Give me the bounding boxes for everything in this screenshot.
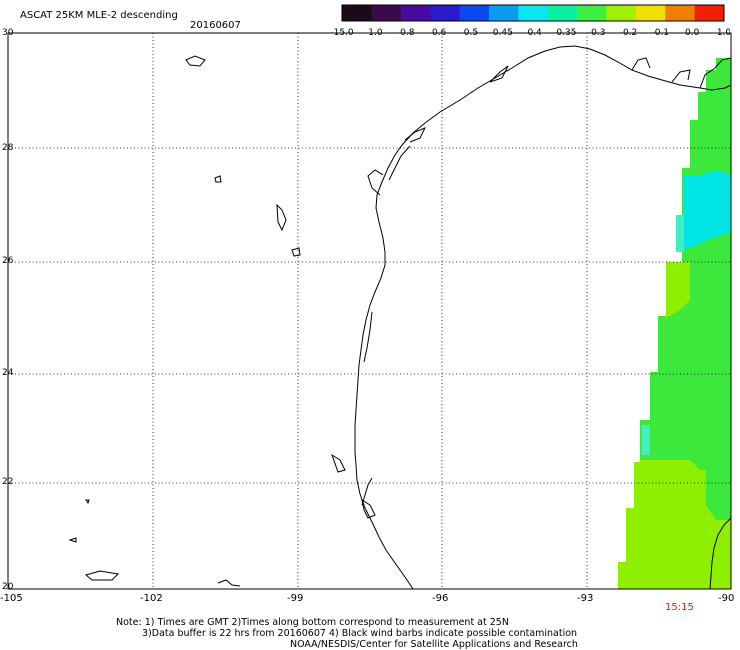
note-line-2: 3)Data buffer is 22 hrs from 20160607 4)… [142, 628, 578, 639]
colorbar-swatch [400, 5, 431, 21]
lon-label-96: -96 [432, 593, 449, 604]
swath-patch [684, 170, 731, 250]
product-date: 20160607 [190, 20, 241, 31]
swath-patch [642, 425, 650, 455]
colorbar-swatch [635, 5, 666, 21]
lat-label-28: 28 [2, 143, 14, 153]
note-line-1: Note: 1) Times are GMT 2)Times along bot… [116, 617, 509, 628]
swath-patch [666, 262, 690, 318]
lake-outline [214, 175, 222, 183]
lat-label-26: 26 [2, 256, 14, 266]
colorbar-swatch [547, 5, 578, 21]
barrier-island [361, 477, 373, 506]
lon-label-105: -105 [0, 593, 23, 604]
bay-outline [671, 69, 691, 83]
bay-outline [489, 65, 509, 83]
lat-label-20: 20 [2, 582, 14, 592]
lake-outline [84, 570, 120, 581]
coastline-mexico [709, 517, 732, 590]
swath-patch [706, 470, 731, 520]
lake-outline [85, 499, 90, 505]
gridlines [8, 33, 731, 589]
barrier-island [363, 311, 373, 363]
delta-outline [699, 57, 732, 89]
swath-patch [640, 262, 731, 470]
colorbar-swatch [606, 5, 637, 21]
lon-label-99: -99 [287, 593, 304, 604]
bay-outline [367, 169, 384, 196]
swath-patch [676, 215, 684, 252]
lon-label-90: -90 [718, 593, 735, 604]
map-border [7, 32, 732, 590]
wind-swath [618, 58, 731, 589]
lon-label-102: -102 [140, 593, 163, 604]
barrier-island [388, 145, 411, 181]
colorbar-swatch [665, 5, 696, 21]
bay-outline [631, 57, 651, 71]
lat-label-30: 30 [2, 28, 14, 38]
lake-outline [276, 203, 287, 232]
lat-label-22: 22 [2, 477, 14, 487]
lake-outline [68, 537, 77, 543]
colorbar-swatch [488, 5, 519, 21]
lake-outline [331, 453, 346, 473]
colorbar-border [341, 4, 725, 22]
colorbar-swatch [694, 5, 725, 21]
note-line-3: NOAA/NESDIS/Center for Satellite Applica… [290, 639, 578, 650]
lake-outline [217, 579, 241, 587]
colorbar-swatch [518, 5, 549, 21]
colorbar-swatch [342, 5, 372, 21]
bay-outline [404, 127, 427, 143]
lon-label-93: -93 [577, 593, 594, 604]
colorbar-swatch [577, 5, 607, 21]
bay-outline [361, 498, 376, 519]
lake-outline [185, 55, 206, 67]
coastline [354, 45, 732, 590]
lake-outline [291, 247, 301, 257]
lat-label-24: 24 [2, 368, 14, 378]
product-title: ASCAT 25KM MLE-2 descending [20, 10, 178, 21]
colorbar-swatch [371, 5, 402, 21]
colorbar-swatch [430, 5, 461, 21]
colorbar-swatch [459, 5, 490, 21]
pass-time-label: 15:15 [665, 602, 694, 613]
